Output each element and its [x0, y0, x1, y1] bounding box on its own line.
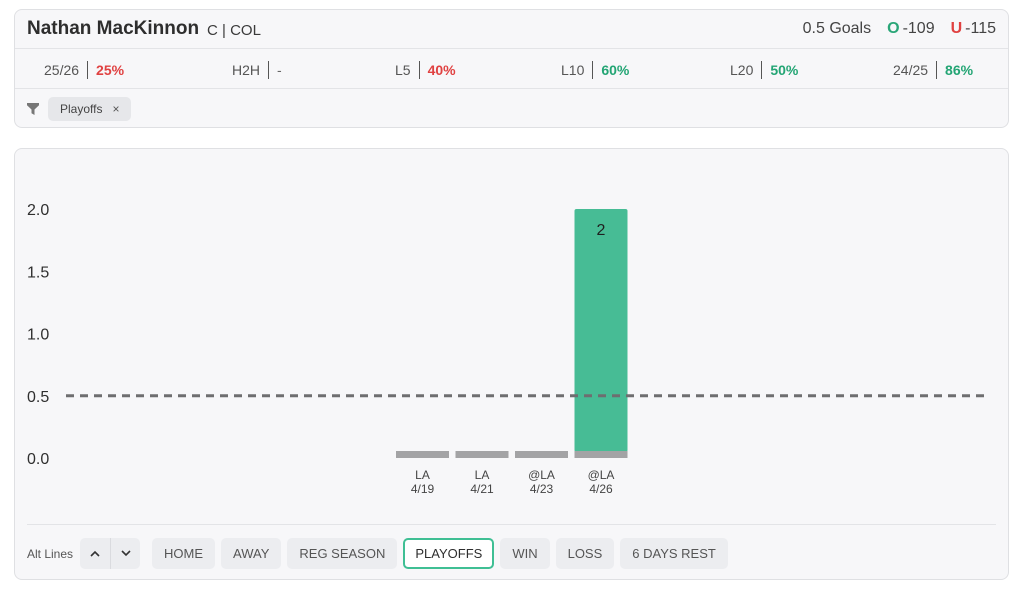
game-log-chart-card: 0.0 0.5 1.0 1.5 2.0 LA 4/19 LA 4/21 @LA 4/23 2 @LA 4/… — [14, 148, 1009, 580]
filter-6-days-rest-button[interactable]: 6 DAYS REST — [620, 538, 728, 569]
stat-last-5[interactable]: L5 40% — [395, 61, 456, 79]
player-position-team: C | COL — [207, 22, 261, 39]
stat-label: L10 — [561, 62, 585, 78]
alt-lines-stepper — [80, 538, 141, 569]
chart-controls: Alt Lines HOME AWAY REG SEASON PLAYOFFS … — [27, 538, 734, 569]
y-axis-tick-label: 1.0 — [27, 327, 49, 344]
filter-playoffs-button[interactable]: PLAYOFFS — [403, 538, 495, 569]
filter-home-button[interactable]: HOME — [152, 538, 216, 569]
stat-last-10[interactable]: L10 60% — [561, 61, 629, 79]
stat-value: - — [277, 62, 282, 78]
x-axis-date-label: 4/19 — [411, 482, 435, 496]
chart-bar-base[interactable] — [574, 451, 628, 458]
stat-divider — [87, 61, 89, 79]
prop-odds: 0.5 Goals O -109 U -115 — [803, 20, 996, 38]
chart-bar-base[interactable] — [455, 451, 509, 458]
player-prop-card: Nathan MacKinnon C | COL 0.5 Goals O -10… — [14, 9, 1009, 128]
chart-bar-hit[interactable] — [574, 209, 628, 452]
x-axis-date-label: 4/23 — [530, 482, 554, 496]
alt-line-down-button[interactable] — [110, 538, 140, 569]
stat-label: 25/26 — [44, 62, 80, 78]
filter-loss-button[interactable]: LOSS — [555, 538, 615, 569]
stat-value: 50% — [770, 62, 799, 78]
chart-bar-base[interactable] — [396, 451, 449, 458]
stat-season-current[interactable]: 25/26 25% — [44, 61, 124, 79]
stat-label: L20 — [730, 62, 754, 78]
x-axis-date-label: 4/26 — [589, 482, 613, 496]
active-filters: Playoffs × — [15, 90, 1008, 128]
over-indicator: O — [887, 20, 900, 37]
filter-reg-season-button[interactable]: REG SEASON — [287, 538, 398, 569]
x-axis-opponent-label: @LA — [588, 468, 615, 482]
stat-season-previous[interactable]: 24/25 86% — [893, 61, 973, 79]
chevron-down-icon — [120, 550, 131, 557]
stat-divider — [592, 61, 594, 79]
x-axis-date-label: 4/21 — [470, 482, 494, 496]
chart-bar-base[interactable] — [515, 451, 568, 458]
over-odds[interactable]: -109 — [902, 20, 935, 37]
game-log-bar-chart: 0.00.51.01.52.0LA4/19LA4/21@LA4/232@LA4/… — [27, 202, 990, 496]
x-axis-opponent-label: LA — [415, 468, 430, 482]
stat-value: 25% — [96, 62, 125, 78]
under-indicator: U — [950, 20, 963, 37]
stat-h2h[interactable]: H2H - — [232, 61, 282, 79]
prop-line-label: 0.5 Goals — [802, 20, 872, 37]
under-odds[interactable]: -115 — [965, 20, 996, 37]
y-axis-tick-label: 1.5 — [27, 264, 49, 281]
funnel-icon — [27, 103, 39, 115]
hit-rate-stats: 25/26 25% H2H - L5 40% L10 60% L20 50% 24/25 8… — [15, 50, 1008, 89]
player-header: Nathan MacKinnon C | COL 0.5 Goals O -10… — [15, 10, 1008, 49]
stat-value: 60% — [601, 62, 630, 78]
x-axis-opponent-label: LA — [475, 468, 490, 482]
stat-divider — [936, 61, 938, 79]
stat-label: 24/25 — [893, 62, 929, 78]
stat-label: L5 — [395, 62, 411, 78]
stat-value: 86% — [945, 62, 974, 78]
filter-chip-label: Playoffs — [60, 102, 103, 116]
stat-value: 40% — [427, 62, 456, 78]
stat-label: H2H — [232, 62, 261, 78]
stat-divider — [268, 61, 270, 79]
alt-lines-label: Alt Lines — [27, 546, 74, 561]
alt-line-up-button[interactable] — [80, 538, 110, 569]
close-icon[interactable]: × — [112, 102, 120, 116]
stat-divider — [418, 61, 420, 79]
chevron-up-icon — [90, 550, 100, 557]
y-axis-tick-label: 2.0 — [27, 202, 49, 219]
stat-last-20[interactable]: L20 50% — [730, 61, 798, 79]
filter-away-button[interactable]: AWAY — [221, 538, 282, 569]
bar-value-label: 2 — [597, 222, 606, 239]
y-axis-tick-label: 0.5 — [27, 389, 49, 406]
y-axis-tick-label: 0.0 — [27, 451, 49, 468]
player-name: Nathan MacKinnon — [27, 18, 200, 39]
filter-win-button[interactable]: WIN — [500, 538, 550, 569]
x-axis-opponent-label: @LA — [528, 468, 555, 482]
filter-chip-playoffs[interactable]: Playoffs × — [48, 97, 132, 121]
controls-divider — [27, 524, 996, 525]
stat-divider — [761, 61, 763, 79]
